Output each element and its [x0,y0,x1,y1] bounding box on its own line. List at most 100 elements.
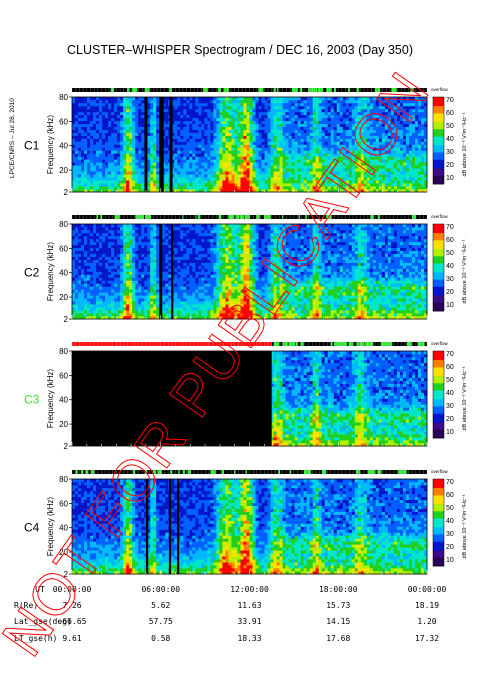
y-tick-label: 20 [59,293,68,302]
y-ticks: 2 20 40 60 80 [59,475,72,579]
no-data-gap [144,97,148,192]
y-tick-label: 2 [64,570,69,579]
y-tick-label: 2 [64,442,69,451]
colorbar-tick-label: 70 [446,224,454,231]
axis-row-label: LT_gse(h) [14,634,57,643]
colorbar-tick-label: 10 [446,557,454,564]
axis-row-value: 33.91 [237,617,261,626]
axis-row: UT 00:00:00 06:00:00 12:00:00 18:00:00 00:00:… [35,585,446,594]
no-data-gap [168,479,172,574]
colorbar-tick-label: 20 [446,162,454,169]
axis-row-value: -66.65 [58,617,87,626]
axis-row-value: 18:00:00 [319,585,358,594]
y-tick-label: 2 [64,315,69,324]
colorbar-tick-label: 50 [446,377,454,384]
y-ticks: 2 20 40 60 80 [59,220,72,324]
y-tick-label: 60 [59,371,68,380]
colorbar-tick-label: 20 [446,544,454,551]
colorbar-tick-label: 70 [446,479,454,486]
y-tick-label: 80 [59,93,68,102]
axis-row-value: 7.26 [62,601,81,610]
axis-row-value: 17.68 [326,634,350,643]
spacecraft-label: C3 [24,393,40,407]
axis-row-value: 9.61 [62,634,81,643]
colorbar-tick-label: 20 [446,289,454,296]
y-tick-label: 40 [59,524,68,533]
axis-row-label: R(Re) [14,601,38,610]
y-axis-label: Frequency (kHz) [46,115,55,174]
spectrogram-image [72,479,428,575]
figure-title: CLUSTER–WHISPER Spectrogram / DEC 16, 20… [67,43,413,57]
colorbar-overflow-label: overflow [431,87,449,92]
y-tick-label: 40 [59,269,68,278]
axis-row-value: 0.58 [151,634,170,643]
colorbar-overflow-label: overflow [431,469,449,474]
y-tick-label: 40 [59,396,68,405]
panel-c4: 2 20 40 60 80 Frequency (kHz) C4 overflow 10 20 30… [24,469,468,579]
spacecraft-label: C4 [24,521,40,535]
spacecraft-label: C1 [24,139,40,153]
axis-row-value: 5.62 [151,601,170,610]
no-data-gap [72,351,272,446]
colorbar-label: dB above 10⁻⁸ V²m⁻²Hz⁻¹ [461,112,468,176]
axis-row-value: 18.33 [237,634,261,643]
y-ticks: 2 20 40 60 80 [59,347,72,451]
axis-row-value: 15.73 [326,601,350,610]
y-tick-label: 2 [64,188,69,197]
colorbar-tick-label: 30 [446,531,454,538]
colorbar-tick-label: 30 [446,149,454,156]
no-data-gap [159,224,163,319]
colorbar-tick-label: 50 [446,123,454,130]
colorbar-tick-label: 10 [446,302,454,309]
colorbar-tick-label: 40 [446,518,454,525]
axis-row-value: 17.32 [415,634,439,643]
y-tick-label: 60 [59,244,68,253]
axis-row-value: 12:00:00 [230,585,269,594]
status-strip [71,214,428,220]
panel-c1: 2 20 40 60 80 Frequency (kHz) C1 overflow 10 20 30… [24,87,468,197]
axis-row-label: Lat_gse(deg) [14,617,72,626]
panel-c2: 2 20 40 60 80 Frequency (kHz) C2 overflow 10 20 30… [24,214,468,324]
colorbar-tick-label: 60 [446,364,454,371]
colorbar-tick-label: 50 [446,505,454,512]
colorbar-tick-label: 60 [446,492,454,499]
colorbar-label: dB above 10⁻⁸ V²m⁻²Hz⁻¹ [461,494,468,558]
colorbar-label: dB above 10⁻⁸ V²m⁻²Hz⁻¹ [461,366,468,430]
y-tick-label: 20 [59,420,68,429]
axis-row-value: 00:00:00 [53,585,92,594]
panels-group: 2 20 40 60 80 Frequency (kHz) C1 overflow 10 20 30… [24,87,468,579]
no-data-gap [177,479,180,574]
status-strip [71,87,428,93]
x-axis-table: UT 00:00:00 06:00:00 12:00:00 18:00:00 00:00:… [14,585,446,643]
no-data-gap [171,224,174,319]
axis-row-value: 1.20 [417,617,436,626]
axis-row-value: 00:00:00 [408,585,447,594]
y-tick-label: 80 [59,220,68,229]
status-strip [71,469,428,475]
colorbar-tick-label: 60 [446,237,454,244]
colorbar-tick-label: 40 [446,263,454,270]
y-tick-label: 20 [59,548,68,557]
colorbar-tick-label: 40 [446,136,454,143]
credit-label: LPCE/CNRS – Jul 28, 2010 [9,98,16,178]
axis-row-value: 57.75 [149,617,173,626]
y-tick-label: 20 [59,166,68,175]
colorbar-tick-label: 60 [446,110,454,117]
axis-row: R(Re) 7.26 5.62 11.63 15.73 18.19 [14,601,439,610]
y-axis-label: Frequency (kHz) [46,369,55,428]
colorbar: overflow 10 20 30 40 50 60 70 dB above 10⁻⁸ V²m⁻… [431,341,468,439]
colorbar-tick-label: 10 [446,175,454,182]
colorbar-tick-label: 10 [446,429,454,436]
y-tick-label: 60 [59,117,68,126]
colorbar-label: dB above 10⁻⁸ V²m⁻²Hz⁻¹ [461,239,468,303]
panel-c3: 2 20 40 60 80 Frequency (kHz) C3 overflow 10 20 30… [24,341,468,451]
colorbar: overflow 10 20 30 40 50 60 70 dB above 10⁻⁸ V²m⁻… [431,87,468,185]
axis-row-value: 11.63 [237,601,261,610]
y-tick-label: 40 [59,142,68,151]
colorbar-tick-label: 40 [446,390,454,397]
spacecraft-label: C2 [24,266,40,280]
y-axis-label: Frequency (kHz) [46,497,55,556]
status-strip [71,341,428,347]
colorbar-tick-label: 50 [446,250,454,257]
